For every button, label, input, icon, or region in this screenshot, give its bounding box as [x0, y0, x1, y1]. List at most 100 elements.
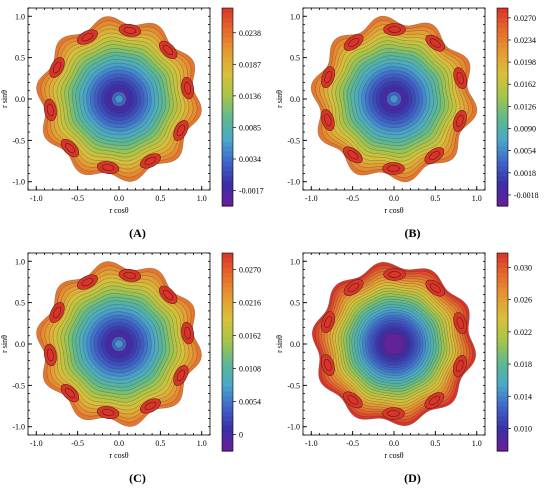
colorbar-segment — [497, 82, 508, 88]
y-tick-label: -1.0 — [287, 423, 300, 432]
panel-d: -1.0 -0.5 0.0 0.5 1.0 1.0 0.5 0.0 -0.5 -1.0 r cosθ… — [275, 245, 550, 489]
colorbar-segment — [497, 102, 508, 108]
colorbar-tick-label: 0.0162 — [514, 80, 536, 89]
colorbar-segment — [222, 176, 233, 182]
colorbar-segment — [497, 191, 508, 197]
peak-lobe-core — [387, 165, 400, 172]
colorbar-frame — [221, 252, 234, 452]
x-tick-label: -0.5 — [346, 194, 359, 203]
colorbar-segment — [497, 337, 508, 343]
colorbar-segment — [497, 272, 508, 279]
colorbar-segment — [497, 317, 508, 323]
colorbar-segment — [222, 282, 233, 289]
colorbar-tick-label: 0.026 — [514, 296, 532, 305]
x-tick-label: 0.0 — [389, 439, 399, 448]
colorbar-segment — [222, 131, 233, 138]
colorbar-segment — [222, 32, 233, 39]
peak-lobe-core — [347, 395, 359, 405]
peak-lobe-core — [428, 151, 440, 161]
colorbar-segment — [222, 146, 233, 153]
contour-field — [36, 16, 202, 182]
colorbar-segment — [222, 111, 233, 118]
colorbar-segment — [222, 292, 233, 299]
colorbar-segment — [497, 253, 508, 259]
colorbar-segment — [222, 47, 233, 54]
colorbar — [496, 252, 509, 452]
colorbar-segment — [222, 302, 233, 309]
x-tick-label: -1.0 — [305, 194, 318, 203]
colorbar-segment — [222, 322, 233, 328]
colorbar-segment — [222, 42, 233, 49]
colorbar-segment — [497, 386, 508, 393]
colorbar-frame — [221, 7, 234, 207]
colorbar-segment — [222, 37, 233, 44]
colorbar-segment — [497, 161, 508, 167]
colorbar-segment — [222, 287, 233, 294]
x-axis-label: r cosθ — [384, 206, 403, 215]
colorbar-segment — [497, 426, 508, 432]
colorbar-tick-label: 0.0126 — [514, 102, 536, 111]
colorbar-segment — [222, 327, 233, 333]
colorbar-segment — [497, 72, 508, 78]
colorbar-segment — [222, 386, 233, 393]
colorbar-tick-label: 0.0054 — [239, 398, 261, 407]
colorbar-segment — [222, 82, 233, 88]
colorbar-segment — [222, 317, 233, 323]
colorbar-segment — [222, 62, 233, 68]
x-tick-label: 1.0 — [472, 439, 482, 448]
colorbar-segment — [497, 262, 508, 269]
colorbar-segment — [497, 287, 508, 294]
colorbar-segment — [497, 416, 508, 422]
colorbar-segment — [497, 196, 508, 202]
x-tick-label: 1.0 — [197, 194, 207, 203]
y-tick-label: -0.5 — [12, 136, 25, 145]
colorbar-tick-label: 0.0018 — [514, 169, 536, 178]
colorbar-tick-label: 0.0270 — [514, 14, 536, 23]
colorbar-segment — [222, 171, 233, 177]
panel-b: -1.0 -0.5 0.0 0.5 1.0 1.0 0.5 0.0 -0.5 -1.0 r cosθ… — [275, 0, 550, 245]
colorbar-segment — [497, 327, 508, 333]
peak-lobe-core — [123, 272, 137, 279]
colorbar-segment — [497, 257, 508, 264]
colorbar-segment — [222, 426, 233, 432]
y-tick-label: -1.0 — [12, 178, 25, 187]
colorbar-segment — [497, 97, 508, 103]
colorbar-segment — [222, 181, 233, 187]
colorbar-segment — [497, 171, 508, 177]
colorbar-segment — [497, 107, 508, 113]
colorbar-segment — [222, 277, 233, 284]
peak-lobes — [43, 268, 194, 419]
colorbar-segment — [497, 376, 508, 383]
x-tick-label: 0.5 — [430, 439, 440, 448]
colorbar-segment — [497, 17, 508, 24]
colorbar-frame — [496, 7, 509, 207]
colorbar-segment — [222, 22, 233, 29]
y-tick-label: -0.5 — [287, 381, 300, 390]
colorbar-segment — [222, 406, 233, 412]
colorbar-segment — [497, 37, 508, 44]
x-tick-label: -0.5 — [71, 439, 84, 448]
peak-lobe-core — [429, 38, 441, 48]
colorbar-segment — [222, 297, 233, 304]
colorbar-segment — [497, 42, 508, 49]
colorbar-segment — [222, 77, 233, 83]
colorbar-segment — [222, 8, 233, 14]
peak-lobe-core — [144, 156, 157, 165]
x-tick-label: -0.5 — [346, 439, 359, 448]
colorbar-tick-label: 0.0108 — [239, 365, 261, 374]
colorbar-tick-label: 0.0216 — [239, 299, 261, 308]
colorbar — [496, 7, 509, 207]
peak-lobe-core — [456, 71, 464, 85]
y-tick-label: -1.0 — [287, 178, 300, 187]
center-core — [383, 333, 405, 355]
colorbar-segment — [222, 166, 233, 172]
colorbar-segment — [497, 436, 508, 442]
colorbar-segment — [222, 27, 233, 34]
peak-lobe-core — [47, 348, 54, 362]
colorbar-segment — [497, 67, 508, 73]
colorbar-segment — [222, 371, 233, 378]
y-tick-label: 0.0 — [290, 95, 300, 104]
y-tick-label: 0.5 — [15, 54, 25, 63]
panel-c: -1.0 -0.5 0.0 0.5 1.0 1.0 0.5 0.0 -0.5 -1.0 r cosθ… — [0, 245, 275, 489]
colorbar-segment — [497, 52, 508, 59]
